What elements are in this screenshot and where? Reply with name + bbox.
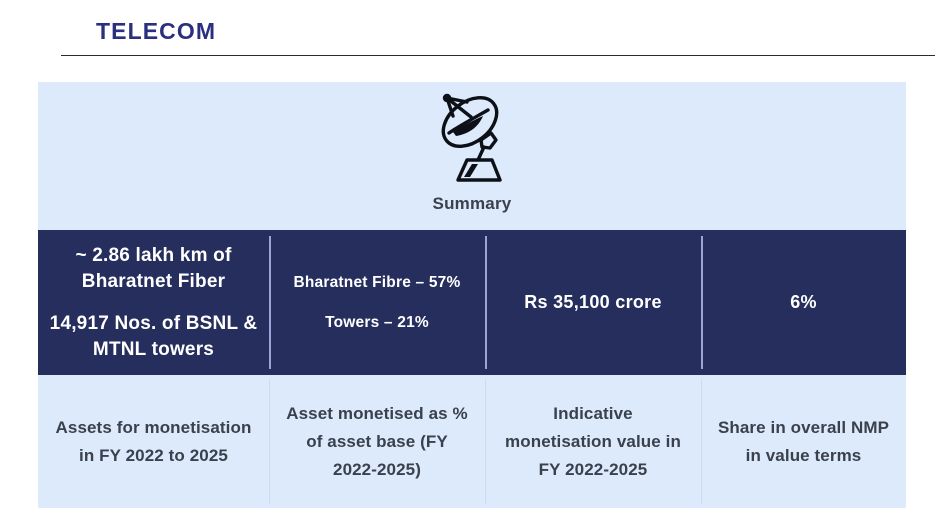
- page-header: TELECOM: [0, 0, 945, 70]
- summary-label: Summary: [432, 194, 512, 213]
- caption-percent-of-asset-base: Asset monetised as % of asset base (FY 2…: [269, 375, 485, 508]
- value-text: Towers – 21%: [325, 313, 429, 331]
- value-cell-share-of-nmp: 6%: [701, 230, 906, 375]
- header-divider: [61, 55, 935, 56]
- value-text: 6%: [790, 292, 817, 312]
- summary-band: Summary: [38, 82, 906, 230]
- satellite-dish-icon: [441, 93, 502, 182]
- value-cell-indicative-value: Rs 35,100 crore: [485, 230, 701, 375]
- value-text: ~ 2.86 lakh km of Bharatnet Fiber: [75, 244, 232, 292]
- value-cell-percent-of-asset-base: Bharatnet Fibre – 57% Towers – 21%: [269, 230, 485, 375]
- page-title: TELECOM: [96, 18, 217, 44]
- value-cell-assets: ~ 2.86 lakh km of Bharatnet Fiber 14,917…: [38, 230, 269, 375]
- value-text: Rs 35,100 crore: [524, 292, 662, 312]
- caption-row: Assets for monetisation in FY 2022 to 20…: [38, 375, 906, 508]
- telecom-summary-card: Summary ~ 2.86 lakh km of Bharatnet Fibe…: [38, 82, 906, 508]
- value-text: 14,917 Nos. of BSNL & MTNL towers: [49, 312, 258, 360]
- caption-assets: Assets for monetisation in FY 2022 to 20…: [55, 417, 252, 465]
- caption-share-of-nmp: Share in overall NMP in value terms: [701, 375, 906, 508]
- value-row: ~ 2.86 lakh km of Bharatnet Fiber 14,917…: [38, 230, 906, 375]
- value-text: Bharatnet Fibre – 57%: [293, 273, 461, 291]
- caption-indicative-value: Indicative monetisation value in FY 2022…: [485, 375, 701, 508]
